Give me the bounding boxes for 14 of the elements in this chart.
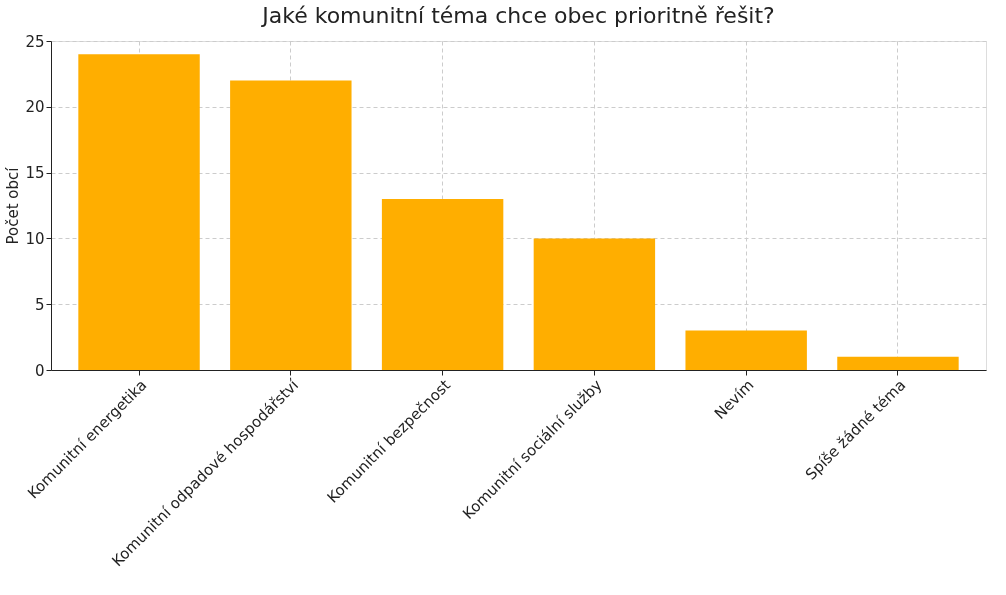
y-tick-label: 10 [25, 229, 45, 248]
bar [533, 238, 656, 370]
y-axis-title: Počet obcí [4, 166, 23, 245]
bar [685, 330, 807, 370]
bar [230, 80, 352, 370]
bar [78, 54, 200, 370]
y-tick-label: 5 [34, 295, 45, 314]
y-tick-label: 0 [34, 361, 45, 380]
y-tick-label: 25 [25, 32, 45, 51]
y-tick-label: 20 [25, 98, 45, 117]
y-tick-label: 15 [25, 164, 45, 183]
chart-title: Jaké komunitní téma chce obec prioritně řešit? [260, 3, 775, 28]
bar [381, 198, 504, 370]
bar [837, 356, 959, 370]
